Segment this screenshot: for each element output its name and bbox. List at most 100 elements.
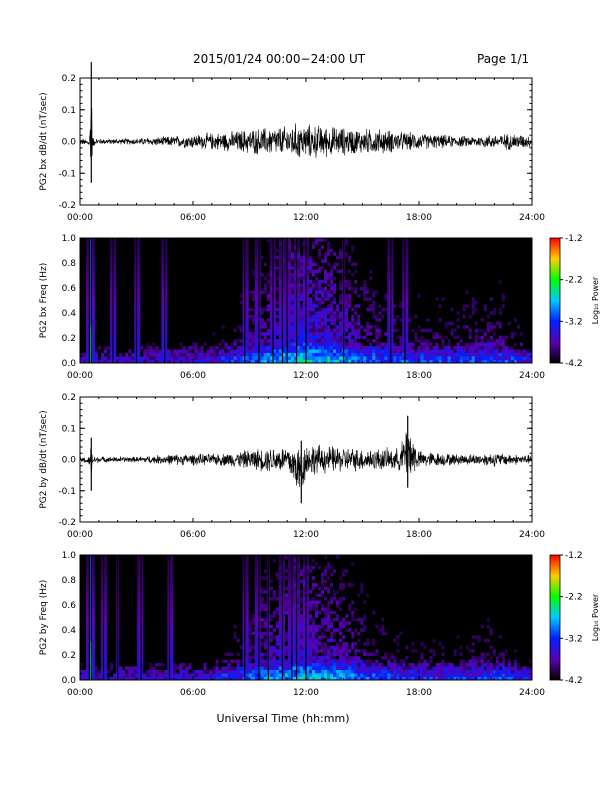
spectrogram-cell: [230, 276, 235, 281]
spectrogram-cell: [471, 328, 476, 333]
spectrogram-cell: [107, 345, 111, 350]
spectrogram-cell: [468, 293, 473, 298]
spectrogram-cell: [318, 262, 322, 267]
spectrogram-cell: [230, 349, 235, 353]
spectrogram-cell: [354, 241, 358, 246]
spectrogram-cell: [281, 317, 286, 322]
spectrogram-cell: [384, 303, 388, 308]
spectrogram-cell: [164, 335, 168, 340]
spectrogram-cell: [218, 352, 223, 357]
spectrogram-cell: [348, 331, 352, 336]
spectrogram-cell: [414, 251, 418, 256]
spectrogram-cell: [113, 258, 117, 263]
spectrogram-cell: [375, 314, 379, 319]
spectrogram-cell: [296, 286, 301, 291]
spectrogram-cell: [330, 269, 334, 274]
spectrogram-cell: [275, 272, 280, 277]
spectrogram-cell: [155, 349, 159, 353]
spectrogram-cell: [131, 303, 135, 308]
spectrogram-cell: [408, 345, 412, 350]
spectrogram-cell: [384, 356, 388, 360]
spectrogram-cell: [453, 293, 458, 298]
spectrogram-cell: [444, 255, 449, 260]
spectrogram-cell: [101, 255, 105, 260]
spectrogram-cell: [387, 349, 391, 353]
spectrogram-cell: [140, 283, 144, 288]
spectrogram-cell: [212, 345, 216, 350]
spectrogram-cell: [387, 300, 391, 305]
spectrogram-cell: [429, 317, 433, 322]
spectrogram-cell: [161, 290, 165, 294]
spectrogram-cell: [387, 342, 391, 347]
spectrogram-cell: [137, 255, 141, 260]
spectrogram-cell: [104, 290, 108, 294]
spectrogram-cell: [453, 345, 458, 350]
spectrogram-cell: [185, 324, 189, 329]
spectrogram-cell: [266, 314, 271, 319]
spectrogram-cell: [444, 349, 449, 353]
spectrogram-cell: [333, 307, 337, 312]
spectrogram-cell: [272, 307, 277, 312]
spectrogram-cell: [152, 255, 156, 260]
spectrogram-cell: [170, 317, 174, 322]
spectrogram-cell: [140, 255, 144, 260]
spectrogram-cell: [345, 272, 349, 277]
spectrogram-cell: [375, 258, 379, 263]
spectrogram-cell: [80, 303, 84, 308]
spectrogram-cell: [423, 286, 427, 291]
spectrogram-cell: [354, 345, 358, 350]
spectrogram-cell: [339, 345, 343, 350]
spectrogram-cell: [360, 352, 364, 357]
spectrogram-cell: [131, 324, 135, 329]
spectrogram-cell: [206, 238, 210, 242]
spectrogram-cell: [197, 272, 201, 277]
spectrogram-cell: [140, 262, 144, 267]
spectrogram-cell: [116, 265, 120, 270]
spectrogram-cell: [420, 248, 424, 253]
spectrogram-cell: [321, 317, 325, 322]
spectrogram-cell: [477, 276, 482, 281]
spectrogram-cell: [116, 310, 120, 315]
spectrogram-cell: [315, 265, 319, 270]
spectrogram-cell: [206, 331, 210, 336]
spectrogram-cell: [86, 286, 90, 291]
spectrogram-cell: [363, 303, 367, 308]
spectrogram-cell: [254, 335, 259, 340]
spectrogram-cell: [402, 310, 406, 315]
spectrogram-cell: [254, 283, 259, 288]
spectrogram-cell: [278, 262, 283, 267]
spectrogram-cell: [80, 276, 84, 281]
panel-bx_timeseries: 00:00 06:00 12:00 18:00 24:00-0.2-0.10.00.10…: [39, 62, 545, 223]
spectrogram-cell: [233, 359, 238, 364]
spectrogram-cell: [188, 338, 192, 343]
spectrogram-cell: [164, 342, 168, 347]
spectrogram-cell: [221, 359, 226, 364]
spectrogram-cell: [224, 335, 229, 340]
spectrogram-cell: [131, 352, 135, 357]
spectrogram-cell: [360, 314, 364, 319]
spectrogram-cell: [447, 286, 452, 291]
spectrogram-cell: [245, 331, 250, 336]
spectrogram-cell: [309, 310, 313, 315]
spectrogram-cell: [212, 290, 216, 294]
spectrogram-cell: [339, 265, 343, 270]
spectrogram-cell: [435, 262, 439, 267]
spectrogram-cell: [423, 238, 427, 242]
spectrogram-cell: [444, 331, 449, 336]
spectrogram-cell: [107, 342, 111, 347]
spectrogram-cell: [119, 300, 123, 305]
spectrogram-cell: [423, 349, 427, 353]
spectrogram-cell: [149, 328, 153, 333]
spectrogram-cell: [375, 248, 379, 253]
spectrogram-cell: [116, 269, 120, 274]
spectrogram-cell: [110, 290, 114, 294]
spectrogram-cell: [372, 283, 376, 288]
spectrogram-cell: [83, 328, 87, 333]
spectrogram-cell: [324, 328, 328, 333]
spectrogram-cell: [426, 314, 430, 319]
spectrogram-cell: [426, 255, 430, 260]
spectrogram-cell: [146, 300, 150, 305]
spectrogram-cell: [122, 335, 126, 340]
spectrogram-cell: [203, 359, 207, 364]
spectrogram-cell: [239, 297, 244, 301]
